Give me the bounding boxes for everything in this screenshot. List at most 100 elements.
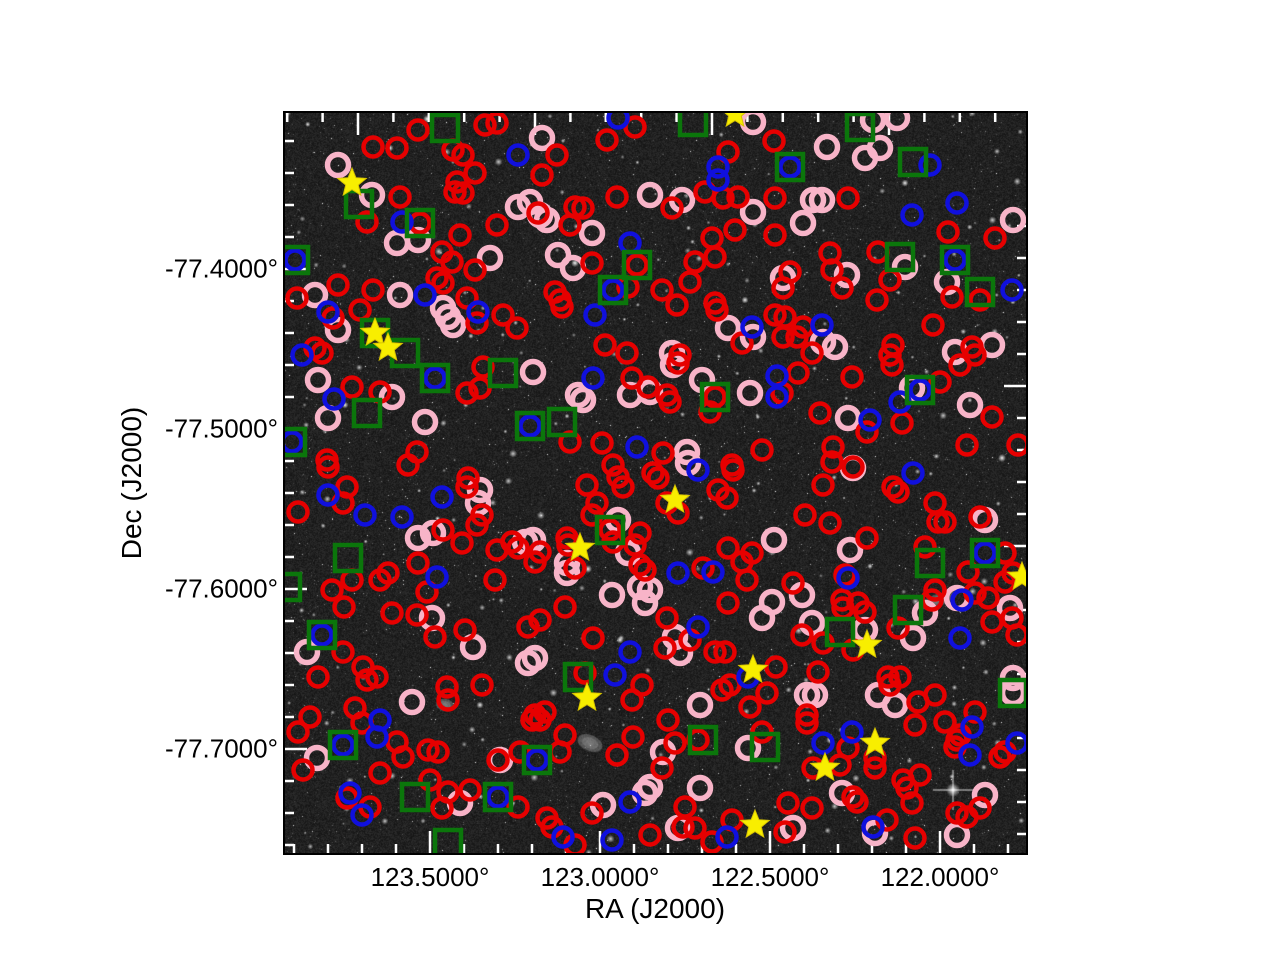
blue-circle-marker <box>601 278 625 302</box>
red-circle-marker <box>611 475 635 499</box>
yellow-star-marker <box>724 113 746 128</box>
red-circle-marker <box>855 526 879 550</box>
red-circle-marker <box>456 466 480 490</box>
red-circle-marker <box>785 325 809 349</box>
pink-circle-marker <box>956 391 984 419</box>
red-circle-marker <box>755 681 779 705</box>
red-circle-marker <box>880 353 904 377</box>
red-circle-marker <box>291 758 315 782</box>
red-circle-marker <box>716 536 740 560</box>
red-circle-marker <box>730 331 754 355</box>
red-circle-marker <box>940 285 964 309</box>
red-circle-marker <box>430 796 454 820</box>
blue-circle-marker <box>960 715 984 739</box>
red-circle-marker <box>855 420 879 444</box>
red-circle-marker <box>485 213 509 237</box>
pink-circle-marker <box>564 381 592 409</box>
green-square-marker <box>327 729 359 761</box>
red-circle-marker <box>710 678 734 702</box>
red-circle-marker <box>790 623 814 647</box>
red-circle-marker <box>365 665 389 689</box>
red-circle-marker <box>455 286 479 310</box>
red-circle-marker <box>463 161 487 185</box>
pink-circle-marker <box>466 476 494 504</box>
red-circle-marker <box>900 791 924 815</box>
yellow-star-marker <box>739 808 771 839</box>
red-circle-marker <box>923 491 947 515</box>
red-circle-marker <box>988 745 1012 769</box>
y-tick-label: -77.4000° <box>164 253 278 284</box>
blue-circle-marker <box>686 458 710 482</box>
yellow-star-marker <box>851 628 883 659</box>
red-circle-marker <box>956 560 980 584</box>
red-circle-marker <box>853 600 877 624</box>
red-circle-marker <box>820 258 844 282</box>
red-circle-marker <box>776 791 800 815</box>
blue-circle-marker <box>316 483 340 507</box>
red-circle-marker <box>705 298 729 322</box>
red-circle-marker <box>625 253 649 277</box>
red-circle-marker <box>473 113 497 137</box>
green-square-marker <box>897 146 929 178</box>
green-square-marker <box>487 357 519 389</box>
green-square-marker <box>419 362 451 394</box>
red-circle-marker <box>1005 623 1026 647</box>
pink-circle-marker <box>404 226 432 254</box>
red-circle-marker <box>771 276 795 300</box>
pink-circle-marker <box>999 679 1026 707</box>
green-square-marker <box>597 274 629 306</box>
pink-circle-marker <box>386 281 414 309</box>
red-circle-marker <box>703 640 727 664</box>
red-circle-marker <box>653 636 677 660</box>
green-square-marker <box>351 397 383 429</box>
blue-circle-marker <box>945 191 969 215</box>
blue-circle-marker <box>840 720 864 744</box>
pink-circle-marker <box>398 688 426 716</box>
red-circle-marker <box>713 640 737 664</box>
red-circle-marker <box>465 311 489 335</box>
red-circle-marker <box>646 466 670 490</box>
red-circle-marker <box>528 608 552 632</box>
red-circle-marker <box>545 143 569 167</box>
pink-circle-marker <box>378 383 406 411</box>
x-tick-label: 122.0000° <box>880 862 1000 892</box>
red-circle-marker <box>735 568 759 592</box>
blue-circle-marker <box>581 366 605 390</box>
red-circle-marker <box>808 401 832 425</box>
red-circle-marker <box>800 341 824 365</box>
red-circle-marker <box>558 430 582 454</box>
red-circle-marker <box>523 550 547 574</box>
red-circle-marker <box>703 245 727 269</box>
blue-circle-marker <box>506 143 530 167</box>
green-square-marker <box>306 619 338 651</box>
blue-circle-marker <box>486 785 510 809</box>
blue-circle-marker <box>525 748 549 772</box>
red-circle-marker <box>773 820 797 844</box>
green-square-marker <box>514 410 546 442</box>
red-circle-marker <box>650 756 674 780</box>
red-circle-marker <box>641 461 665 485</box>
pink-circle-marker <box>519 358 547 386</box>
red-circle-marker <box>385 136 409 160</box>
blue-circle-marker <box>950 588 974 612</box>
blue-circle-marker <box>811 731 835 755</box>
pink-circle-marker <box>748 604 776 632</box>
red-circle-marker <box>431 518 455 542</box>
red-circle-marker <box>738 695 762 719</box>
blue-circle-marker <box>958 743 982 767</box>
red-circle-marker <box>660 196 684 220</box>
red-circle-marker <box>361 135 385 159</box>
yellow-star-marker <box>359 316 391 347</box>
blue-circle-marker <box>338 781 362 805</box>
red-circle-marker <box>923 683 947 707</box>
red-circle-marker <box>426 740 450 764</box>
red-circle-marker <box>968 505 992 529</box>
pink-circle-marker <box>821 333 849 361</box>
pink-circle-marker <box>813 133 841 161</box>
red-circle-marker <box>656 708 680 732</box>
green-square-marker <box>621 249 653 281</box>
red-circle-marker <box>841 455 865 479</box>
green-square-marker <box>432 827 464 853</box>
red-circle-marker <box>866 240 890 264</box>
green-square-marker <box>774 151 806 183</box>
